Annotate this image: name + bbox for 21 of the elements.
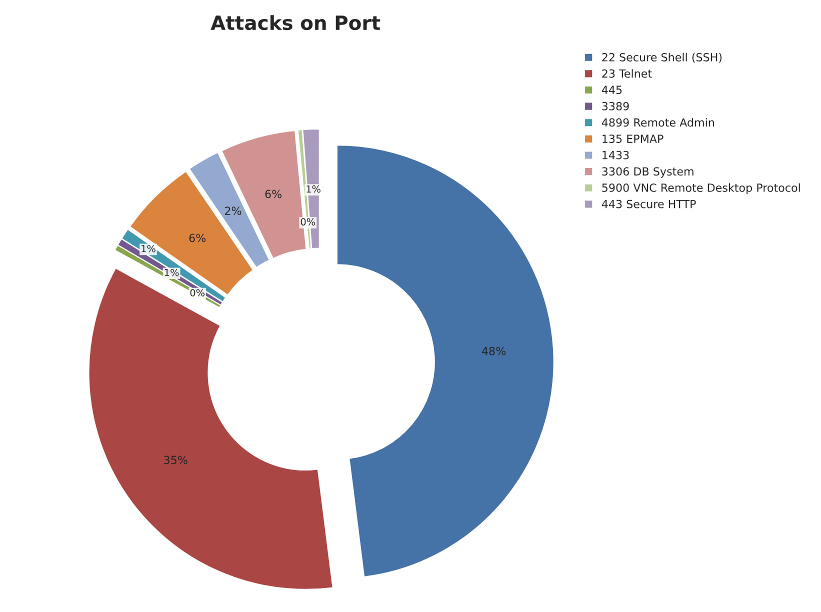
data-label: 6% [189,234,206,242]
data-label: 35% [164,456,188,464]
data-label: 6% [265,190,282,198]
data-label: 1% [164,268,179,276]
data-label: 0% [190,289,205,296]
data-label: 1% [306,185,320,193]
data-label: 0% [300,218,316,226]
legend-label: 5900 VNC Remote Desktop Protocol [602,183,800,194]
legend-label: 135 EPMAP [602,134,664,143]
legend-label: 22 Secure Shell (SSH) [602,52,722,63]
legend-label: 1433 [602,150,629,160]
data-label: 1% [142,244,156,252]
legend-label: 443 Secure HTTP [602,200,696,208]
legend-label: 23 Telnet [602,69,652,78]
chart-title: Attacks on Port [210,15,380,30]
data-label: 2% [224,206,242,216]
legend-label: 3389 [602,102,629,110]
legend-label: 4899 Remote Admin [602,118,714,127]
data-label: 48% [482,346,506,356]
legend-label: 445 [602,86,622,94]
legend-label: 3306 DB System [602,167,694,178]
